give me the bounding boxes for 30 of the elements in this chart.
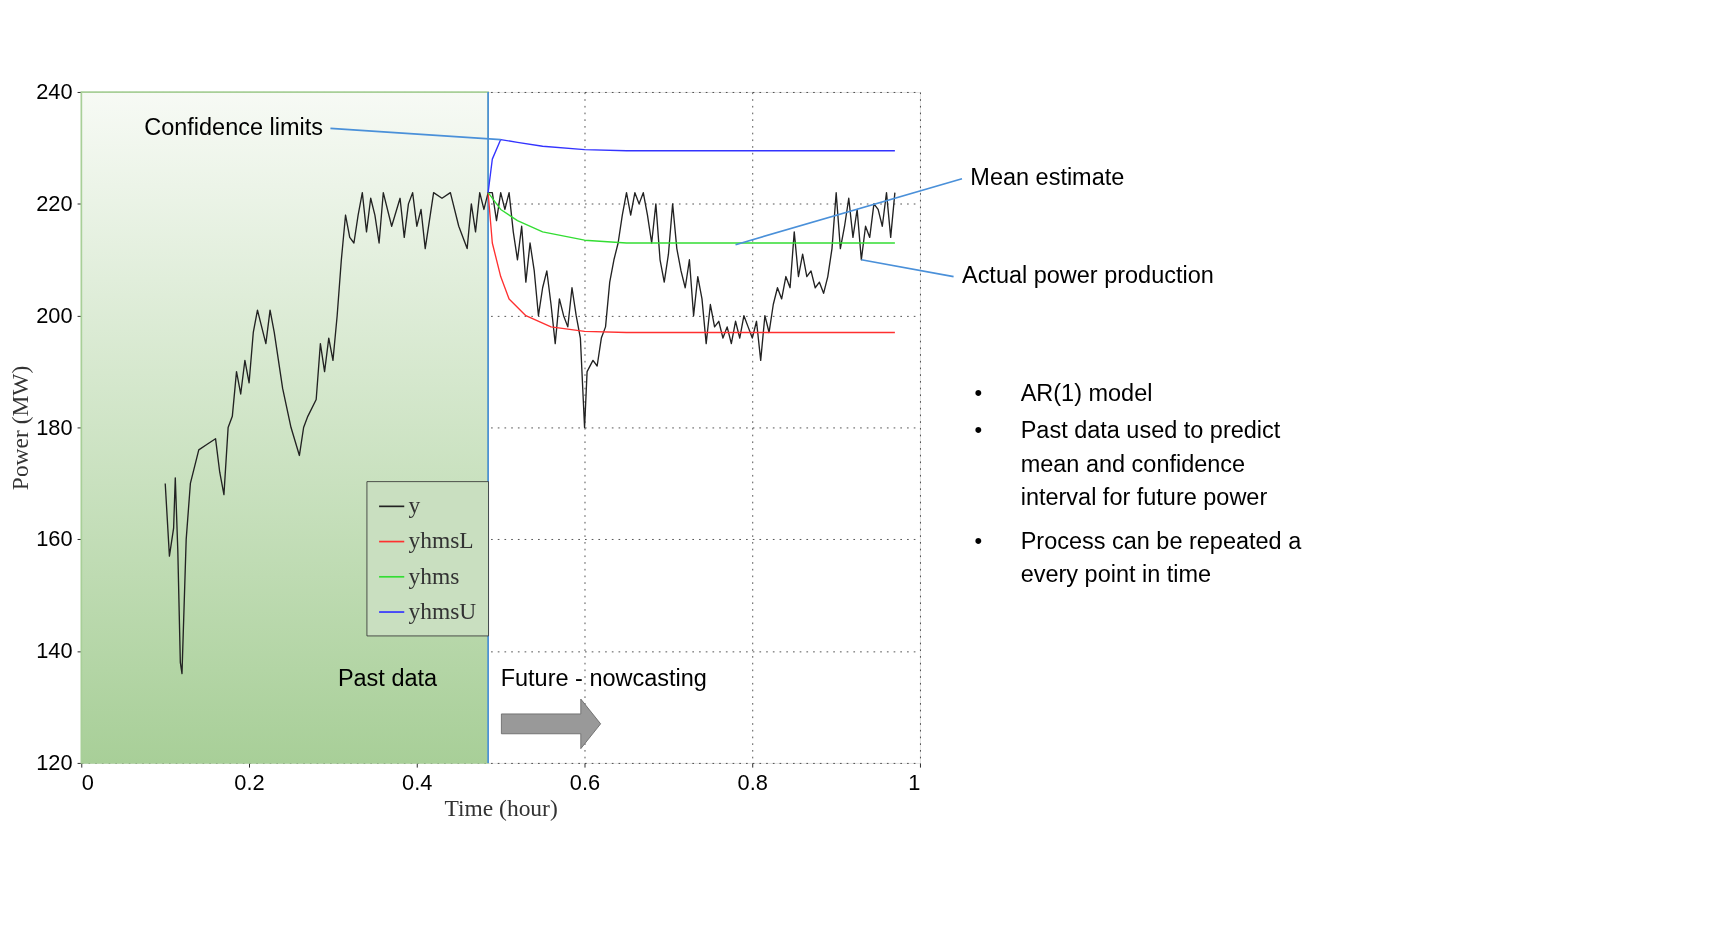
x-tick-label: 0.6 bbox=[569, 770, 601, 796]
x-tick-label: 0.4 bbox=[402, 770, 433, 796]
line-series bbox=[487, 138, 896, 194]
line-series bbox=[487, 192, 896, 244]
text: • AR(1) model bbox=[974, 380, 1153, 407]
y-tick-label: 120 bbox=[36, 750, 73, 776]
y-axis-title: Power (MW) bbox=[6, 365, 33, 491]
y-tick-label: 140 bbox=[36, 638, 73, 664]
annotation: Past data bbox=[337, 664, 438, 691]
text: • Past data used to predict mean and confidence interval for future power bbox=[974, 417, 1281, 511]
y-tick-label: 180 bbox=[36, 414, 73, 440]
annotation: Future - nowcasting bbox=[500, 664, 707, 691]
y-tick-label: 160 bbox=[36, 526, 73, 552]
annotation: Mean estimate bbox=[970, 164, 1125, 191]
annotation: Actual power production bbox=[961, 262, 1214, 289]
annotation: Confidence limits bbox=[144, 114, 323, 141]
x-tick-label: 0 bbox=[81, 770, 94, 796]
x-tick-label: 0.8 bbox=[737, 770, 768, 796]
y-tick-label: 240 bbox=[36, 79, 73, 105]
line-series bbox=[487, 192, 896, 334]
x-tick-label: 0.2 bbox=[234, 770, 265, 796]
x-tick-label: 1 bbox=[908, 770, 921, 796]
legend-label: yhmsL bbox=[408, 527, 474, 554]
y-tick-label: 200 bbox=[36, 302, 73, 328]
text: • Process can be repeated a every point in time bbox=[974, 527, 1302, 588]
y-tick-label: 220 bbox=[36, 190, 73, 216]
legend-label: y bbox=[408, 492, 421, 519]
legend-label: yhmsU bbox=[408, 597, 477, 624]
legend-label: yhms bbox=[408, 562, 460, 589]
x-axis-title: Time (hour) bbox=[444, 795, 558, 822]
